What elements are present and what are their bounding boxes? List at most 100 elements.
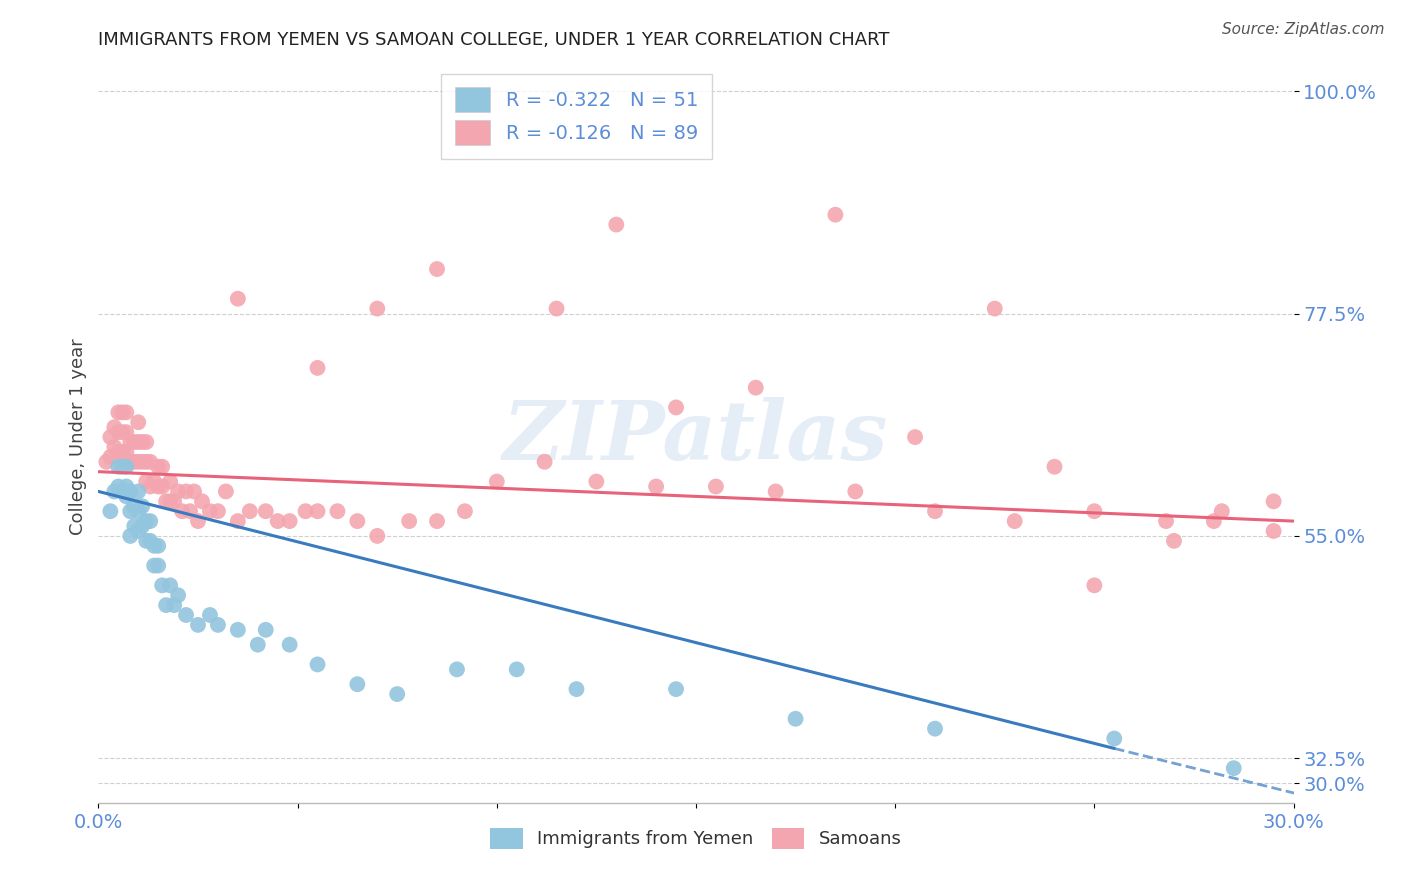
Text: IMMIGRANTS FROM YEMEN VS SAMOAN COLLEGE, UNDER 1 YEAR CORRELATION CHART: IMMIGRANTS FROM YEMEN VS SAMOAN COLLEGE,… (98, 31, 890, 49)
Point (124, 519, 146, 533)
Point (187, 514, 209, 528)
Point (148, 558, 170, 573)
Point (135, 455, 157, 469)
Point (98, 504, 122, 518)
Point (824, 208, 846, 222)
Point (187, 618, 209, 632)
Point (904, 430, 927, 444)
Point (294, 504, 316, 518)
Point (131, 455, 153, 469)
Point (174, 484, 197, 499)
Point (131, 500, 153, 514)
Point (127, 524, 149, 538)
Point (167, 484, 190, 499)
Point (398, 514, 420, 528)
Point (167, 588, 190, 602)
Point (120, 529, 142, 543)
Point (107, 405, 129, 419)
Point (103, 484, 125, 499)
Point (139, 479, 162, 493)
Point (454, 504, 477, 518)
Point (1104, 731, 1126, 746)
Point (163, 494, 186, 508)
Point (98, 430, 122, 444)
Point (207, 504, 229, 518)
Point (155, 598, 177, 612)
Point (254, 623, 277, 637)
Point (139, 533, 162, 548)
Point (148, 539, 170, 553)
Point (191, 494, 214, 508)
Point (1211, 504, 1233, 518)
Point (239, 504, 262, 518)
Point (1202, 514, 1225, 528)
Point (704, 479, 727, 493)
Point (1083, 578, 1105, 592)
Point (120, 435, 142, 450)
Point (111, 459, 134, 474)
Point (127, 415, 149, 429)
Point (143, 539, 166, 553)
Point (198, 607, 221, 622)
Point (120, 455, 142, 469)
Point (207, 618, 229, 632)
Point (124, 500, 146, 514)
Point (745, 381, 768, 395)
Point (198, 504, 221, 518)
Point (143, 558, 166, 573)
Point (254, 504, 277, 518)
Point (179, 504, 201, 518)
Point (174, 607, 197, 622)
Point (127, 504, 149, 518)
Point (115, 459, 138, 474)
Point (485, 475, 508, 489)
Point (103, 440, 125, 454)
Point (172, 504, 194, 518)
Point (139, 514, 162, 528)
Point (246, 638, 269, 652)
Point (111, 445, 134, 459)
Point (127, 435, 149, 450)
Point (1154, 514, 1177, 528)
Point (135, 475, 157, 489)
Point (226, 623, 249, 637)
Point (267, 514, 290, 528)
Point (183, 484, 205, 499)
Point (131, 519, 153, 533)
Text: Source: ZipAtlas.com: Source: ZipAtlas.com (1222, 22, 1385, 37)
Point (135, 435, 157, 450)
Point (96, 455, 118, 469)
Point (127, 484, 149, 499)
Point (124, 455, 146, 469)
Point (159, 578, 181, 592)
Point (150, 578, 173, 592)
Point (665, 682, 688, 697)
Point (385, 687, 409, 701)
Point (159, 494, 181, 508)
Point (115, 445, 138, 459)
Point (120, 504, 142, 518)
Point (107, 479, 129, 493)
Point (148, 479, 170, 493)
Point (426, 262, 449, 277)
Point (120, 484, 142, 499)
Point (159, 475, 181, 489)
Point (135, 533, 157, 548)
Point (111, 425, 134, 439)
Point (546, 301, 568, 316)
Point (585, 475, 607, 489)
Point (278, 514, 301, 528)
Point (278, 638, 301, 652)
Point (446, 662, 468, 676)
Point (155, 494, 177, 508)
Point (1083, 504, 1105, 518)
Point (115, 489, 138, 503)
Point (139, 455, 162, 469)
Point (1263, 524, 1285, 538)
Point (115, 479, 138, 493)
Legend: Immigrants from Yemen, Samoans: Immigrants from Yemen, Samoans (479, 817, 912, 860)
Point (924, 722, 946, 736)
Point (107, 445, 129, 459)
Point (984, 301, 1007, 316)
Point (1263, 494, 1285, 508)
